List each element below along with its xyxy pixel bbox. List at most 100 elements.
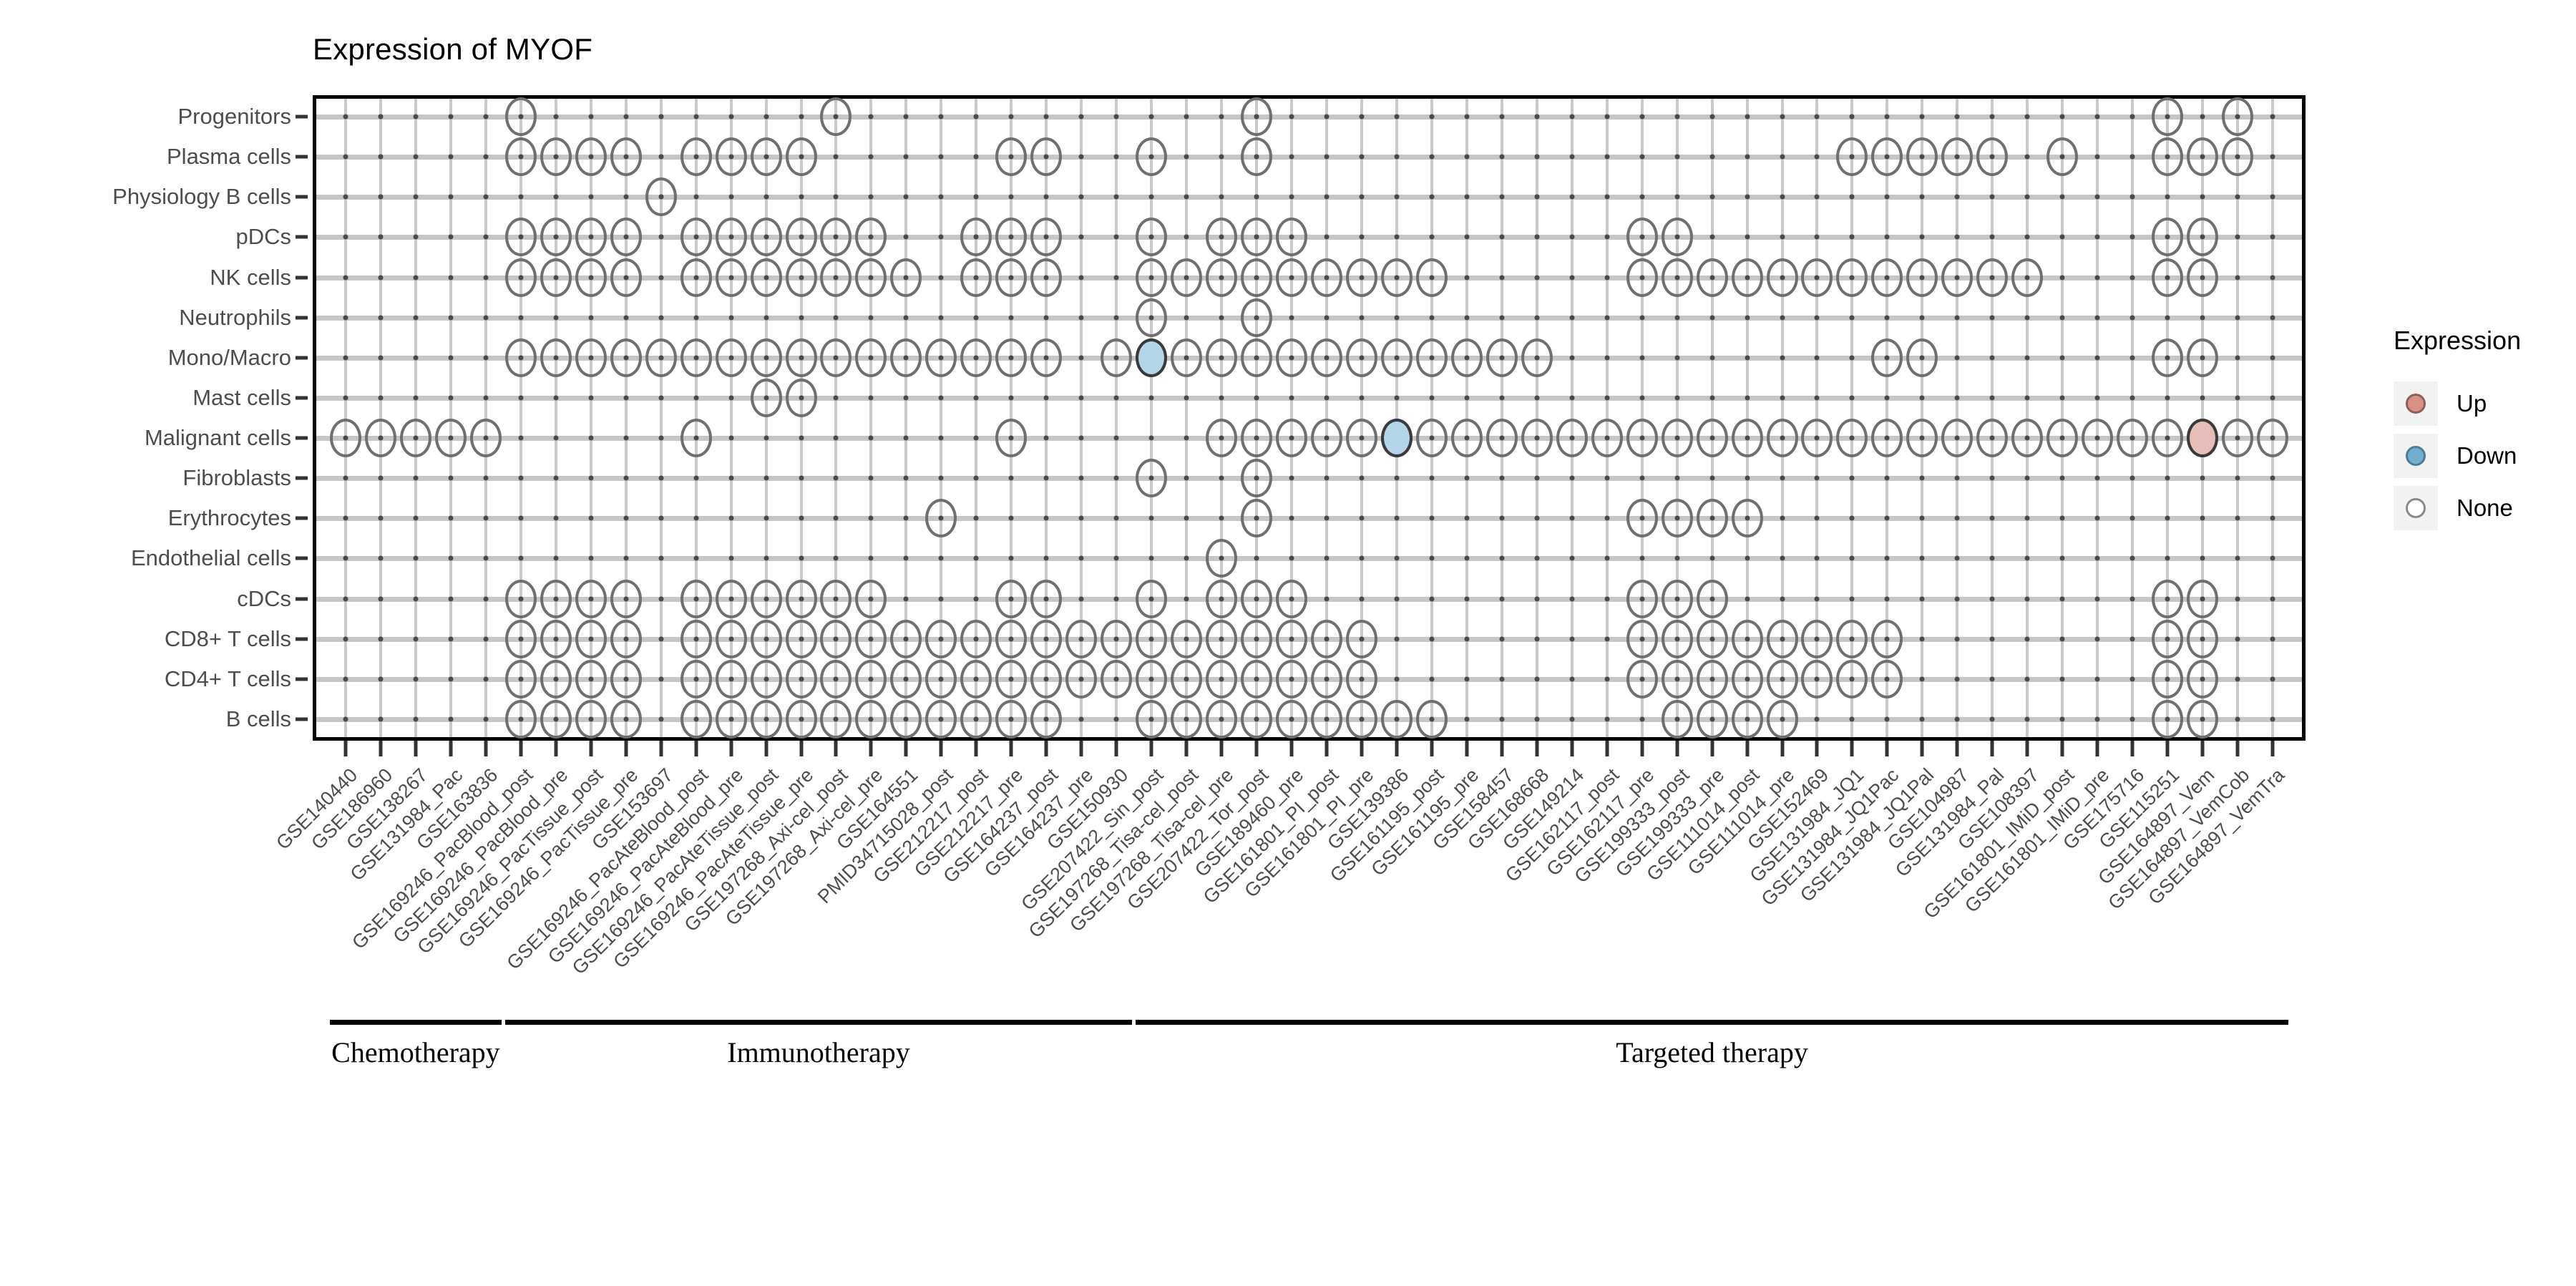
expression-dot-none[interactable] — [2011, 258, 2044, 297]
expression-dot-none[interactable] — [750, 218, 782, 257]
expression-dot-none[interactable] — [1871, 338, 1903, 377]
expression-dot-none[interactable] — [1136, 459, 1168, 498]
expression-dot-none[interactable] — [1696, 700, 1728, 739]
expression-dot-none[interactable] — [1241, 579, 1273, 618]
expression-dot-none[interactable] — [820, 579, 852, 618]
expression-dot-none[interactable] — [750, 579, 782, 618]
expression-dot-none[interactable] — [960, 338, 992, 377]
expression-dot-none[interactable] — [1801, 258, 1833, 297]
expression-dot-none[interactable] — [715, 619, 747, 658]
expression-dot-none[interactable] — [1801, 659, 1833, 698]
expression-dot-none[interactable] — [330, 419, 361, 458]
expression-dot-none[interactable] — [504, 97, 537, 136]
expression-dot-none[interactable] — [785, 659, 817, 698]
expression-dot-none[interactable] — [1661, 419, 1693, 458]
expression-dot-none[interactable] — [995, 218, 1028, 257]
expression-dot-none[interactable] — [1731, 258, 1763, 297]
expression-dot-none[interactable] — [1065, 619, 1098, 658]
expression-dot-none[interactable] — [890, 338, 922, 377]
expression-dot-none[interactable] — [2187, 619, 2219, 658]
expression-dot-none[interactable] — [785, 338, 817, 377]
expression-dot-none[interactable] — [1871, 258, 1903, 297]
expression-dot-none[interactable] — [610, 700, 642, 739]
expression-dot-none[interactable] — [855, 659, 887, 698]
expression-dot-none[interactable] — [1450, 338, 1483, 377]
expression-dot-none[interactable] — [1241, 338, 1273, 377]
expression-dot-none[interactable] — [1836, 137, 1868, 177]
expression-dot-none[interactable] — [1241, 659, 1273, 698]
expression-dot-none[interactable] — [1415, 338, 1448, 377]
expression-dot-none[interactable] — [1345, 619, 1377, 658]
expression-dot-none[interactable] — [2187, 218, 2219, 257]
expression-dot-none[interactable] — [890, 659, 922, 698]
expression-dot-none[interactable] — [995, 338, 1028, 377]
expression-dot-none[interactable] — [1626, 499, 1658, 538]
expression-dot-none[interactable] — [995, 700, 1028, 739]
expression-dot-none[interactable] — [750, 659, 782, 698]
expression-dot-none[interactable] — [715, 137, 747, 177]
expression-dot-none[interactable] — [820, 258, 852, 297]
expression-dot-none[interactable] — [1310, 338, 1342, 377]
expression-dot-none[interactable] — [540, 619, 572, 658]
expression-dot-none[interactable] — [820, 659, 852, 698]
expression-dot-none[interactable] — [1276, 579, 1308, 618]
expression-dot-none[interactable] — [750, 137, 782, 177]
expression-dot-none[interactable] — [925, 499, 957, 538]
expression-dot-none[interactable] — [890, 619, 922, 658]
expression-dot-none[interactable] — [680, 338, 712, 377]
expression-dot-none[interactable] — [1485, 419, 1518, 458]
expression-dot-none[interactable] — [1661, 579, 1693, 618]
legend-item[interactable]: Down — [2394, 429, 2572, 482]
expression-dot-none[interactable] — [540, 258, 572, 297]
legend-item[interactable]: Up — [2394, 377, 2572, 429]
expression-dot-none[interactable] — [1310, 659, 1342, 698]
expression-dot-none[interactable] — [2152, 258, 2184, 297]
expression-dot-none[interactable] — [925, 700, 957, 739]
expression-dot-none[interactable] — [2187, 700, 2219, 739]
expression-dot-none[interactable] — [1766, 258, 1798, 297]
expression-dot-none[interactable] — [575, 659, 607, 698]
expression-dot-none[interactable] — [1941, 258, 1974, 297]
expression-dot-none[interactable] — [1276, 659, 1308, 698]
expression-dot-none[interactable] — [1136, 258, 1168, 297]
expression-dot-none[interactable] — [575, 700, 607, 739]
expression-dot-none[interactable] — [1101, 659, 1133, 698]
expression-dot-none[interactable] — [1136, 298, 1168, 337]
expression-dot-none[interactable] — [680, 258, 712, 297]
expression-dot-none[interactable] — [575, 338, 607, 377]
expression-dot-none[interactable] — [995, 258, 1028, 297]
expression-dot-none[interactable] — [2152, 700, 2184, 739]
expression-dot-none[interactable] — [1871, 619, 1903, 658]
expression-dot-none[interactable] — [2152, 97, 2184, 136]
expression-dot-none[interactable] — [1206, 539, 1238, 578]
expression-dot-none[interactable] — [1206, 659, 1238, 698]
expression-dot-none[interactable] — [820, 218, 852, 257]
expression-dot-none[interactable] — [2187, 137, 2219, 177]
expression-dot-none[interactable] — [1206, 419, 1238, 458]
expression-dot-none[interactable] — [1415, 258, 1448, 297]
expression-dot-none[interactable] — [364, 419, 396, 458]
expression-dot-none[interactable] — [1171, 619, 1203, 658]
expression-dot-none[interactable] — [715, 338, 747, 377]
expression-dot-none[interactable] — [890, 258, 922, 297]
expression-dot-none[interactable] — [925, 619, 957, 658]
expression-dot-none[interactable] — [2152, 419, 2184, 458]
expression-dot-none[interactable] — [1450, 419, 1483, 458]
expression-dot-none[interactable] — [820, 700, 852, 739]
expression-dot-none[interactable] — [1836, 258, 1868, 297]
legend-item[interactable]: None — [2394, 482, 2572, 534]
expression-dot-none[interactable] — [715, 579, 747, 618]
expression-dot-none[interactable] — [1276, 258, 1308, 297]
expression-dot-none[interactable] — [1871, 137, 1903, 177]
expression-dot-none[interactable] — [1941, 137, 1974, 177]
expression-dot-none[interactable] — [1345, 419, 1377, 458]
expression-dot-none[interactable] — [855, 579, 887, 618]
expression-dot-none[interactable] — [540, 659, 572, 698]
expression-dot-none[interactable] — [1696, 619, 1728, 658]
expression-dot-none[interactable] — [680, 419, 712, 458]
expression-dot-none[interactable] — [1206, 258, 1238, 297]
expression-dot-none[interactable] — [2222, 97, 2254, 136]
expression-dot-none[interactable] — [995, 419, 1028, 458]
expression-dot-none[interactable] — [995, 659, 1028, 698]
expression-dot-none[interactable] — [575, 218, 607, 257]
